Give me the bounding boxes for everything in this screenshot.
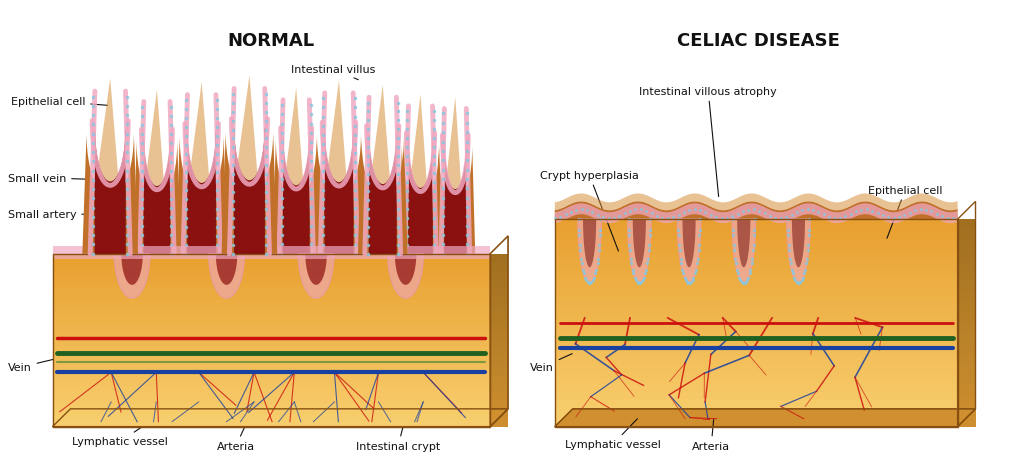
Text: Epithelial cell: Epithelial cell <box>10 96 107 106</box>
Polygon shape <box>143 138 170 254</box>
Text: Small vein: Small vein <box>8 173 99 183</box>
Text: Intestinal villus: Intestinal villus <box>291 65 375 81</box>
Polygon shape <box>445 98 461 254</box>
Polygon shape <box>737 219 751 268</box>
Polygon shape <box>584 219 596 268</box>
Polygon shape <box>399 145 442 254</box>
Polygon shape <box>222 132 277 254</box>
Polygon shape <box>358 139 407 254</box>
Polygon shape <box>313 136 365 254</box>
Polygon shape <box>208 254 244 299</box>
Polygon shape <box>176 137 228 254</box>
Polygon shape <box>677 219 701 284</box>
Polygon shape <box>285 88 303 254</box>
Polygon shape <box>325 132 354 254</box>
Polygon shape <box>284 137 309 254</box>
Polygon shape <box>370 86 390 254</box>
Polygon shape <box>395 254 417 285</box>
Text: Crypt hyperplasia: Crypt hyperplasia <box>540 170 639 251</box>
Text: Arteria: Arteria <box>217 419 255 451</box>
Polygon shape <box>633 219 645 268</box>
Text: Arteria: Arteria <box>692 419 730 451</box>
Polygon shape <box>298 254 334 299</box>
Polygon shape <box>444 144 466 254</box>
Text: Lymphatic vessel: Lymphatic vessel <box>565 419 661 450</box>
Polygon shape <box>145 90 164 254</box>
Polygon shape <box>555 409 975 427</box>
Polygon shape <box>215 254 237 285</box>
Text: Vein: Vein <box>530 354 572 373</box>
Polygon shape <box>53 409 508 427</box>
Polygon shape <box>408 142 433 254</box>
Polygon shape <box>305 254 327 285</box>
Text: Epithelial cell: Epithelial cell <box>380 257 456 299</box>
Polygon shape <box>326 81 346 254</box>
Polygon shape <box>683 219 696 268</box>
Polygon shape <box>122 254 143 285</box>
Polygon shape <box>628 219 652 284</box>
Polygon shape <box>555 202 958 219</box>
Polygon shape <box>787 219 810 284</box>
Polygon shape <box>577 219 601 284</box>
Polygon shape <box>96 79 119 254</box>
Polygon shape <box>133 142 180 254</box>
Polygon shape <box>234 129 265 254</box>
Polygon shape <box>388 254 424 299</box>
Polygon shape <box>435 147 475 254</box>
Polygon shape <box>235 76 258 254</box>
Text: Intestinal crypt: Intestinal crypt <box>356 419 440 451</box>
Text: Small artery: Small artery <box>8 210 102 220</box>
Polygon shape <box>114 254 149 299</box>
Polygon shape <box>369 135 396 254</box>
Text: Lymphatic vessel: Lymphatic vessel <box>72 419 168 446</box>
Polygon shape <box>409 95 427 254</box>
Polygon shape <box>272 141 320 254</box>
Polygon shape <box>732 219 756 284</box>
Text: CELIAC DISEASE: CELIAC DISEASE <box>677 32 840 50</box>
Polygon shape <box>188 133 215 254</box>
Text: Intestinal villous atrophy: Intestinal villous atrophy <box>639 87 777 197</box>
Polygon shape <box>95 131 126 254</box>
Text: Vein: Vein <box>8 353 79 373</box>
Polygon shape <box>82 134 138 254</box>
Polygon shape <box>792 219 805 268</box>
Text: Epithelial cell: Epithelial cell <box>868 185 942 239</box>
Polygon shape <box>189 83 209 254</box>
Text: NORMAL: NORMAL <box>228 32 314 50</box>
